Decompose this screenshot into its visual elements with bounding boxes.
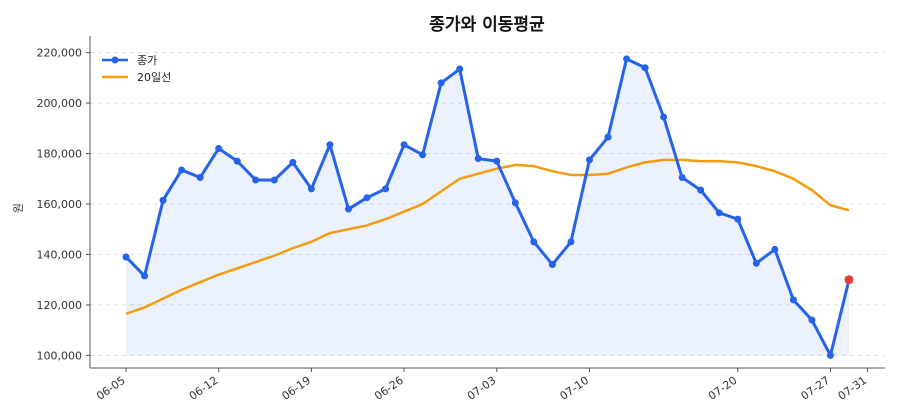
axes [89, 36, 885, 369]
close-point [382, 185, 390, 193]
close-point [159, 196, 167, 204]
y-tick-label: 200,000 [37, 97, 83, 110]
close-line [124, 57, 851, 357]
close-point [715, 209, 723, 217]
close-point [511, 199, 519, 207]
y-tick-label: 220,000 [37, 47, 83, 60]
x-tick-label: 06-05 [94, 374, 128, 403]
close-point [270, 176, 278, 184]
x-axis-ticks: 06-05 06-12 06-19 06-26 07-03 07-10 07-20 07-27… [94, 368, 869, 403]
y-tick-label: 180,000 [37, 148, 83, 161]
y-tick-label: 160,000 [37, 198, 83, 211]
close-point [400, 141, 408, 149]
close-point [530, 238, 538, 246]
close-point [233, 157, 241, 165]
close-point [326, 141, 334, 149]
close-point [419, 151, 427, 159]
close-point [437, 79, 445, 87]
legend: 종가 20일선 [102, 54, 171, 84]
x-tick-label: 06-19 [279, 374, 313, 403]
close-point [456, 65, 464, 73]
close-point [307, 185, 315, 193]
close-point [678, 174, 686, 182]
x-tick-label: 07-31 [836, 374, 870, 403]
close-point [344, 205, 352, 213]
close-point [641, 64, 649, 72]
close-point [567, 238, 575, 246]
y-axis-ticks: 100,000 120,000 140,000 160,000 180,000 200,0… [37, 47, 90, 362]
close-point [826, 351, 834, 359]
close-point [548, 261, 556, 269]
close-point [734, 215, 742, 223]
legend-label-close: 종가 [137, 54, 157, 67]
chart-title: 종가와 이동평균 [429, 15, 545, 35]
x-tick-label: 07-20 [706, 374, 740, 403]
close-point [122, 253, 130, 261]
close-point [604, 133, 612, 141]
close-point [771, 245, 779, 253]
y-tick-label: 100,000 [37, 349, 83, 362]
close-point [660, 113, 668, 121]
close-point [178, 166, 186, 174]
x-tick-label: 07-10 [558, 374, 592, 403]
close-point [196, 174, 204, 182]
close-point [697, 186, 705, 194]
close-last-point [844, 275, 854, 285]
y-axis-title: 원 [12, 203, 25, 213]
x-tick-label: 07-27 [799, 374, 833, 403]
close-point [252, 176, 260, 184]
close-point [752, 259, 760, 267]
close-point [585, 156, 593, 164]
legend-label-ma20: 20일선 [137, 70, 171, 84]
y-tick-label: 120,000 [37, 299, 83, 312]
close-point [623, 55, 631, 63]
ma20-line [125, 158, 850, 315]
x-tick-label: 07-03 [465, 374, 499, 403]
close-point [141, 272, 149, 280]
close-point [363, 194, 371, 202]
close-point [808, 316, 816, 324]
close-point [289, 158, 297, 166]
close-point [493, 157, 501, 165]
legend-marker-close [111, 56, 119, 64]
x-tick-label: 06-26 [372, 374, 406, 403]
close-point [789, 296, 797, 304]
plot-area [122, 55, 854, 359]
x-tick-label: 06-12 [187, 374, 221, 403]
close-point [474, 155, 482, 163]
close-point [215, 144, 223, 152]
y-tick-label: 140,000 [37, 248, 83, 261]
